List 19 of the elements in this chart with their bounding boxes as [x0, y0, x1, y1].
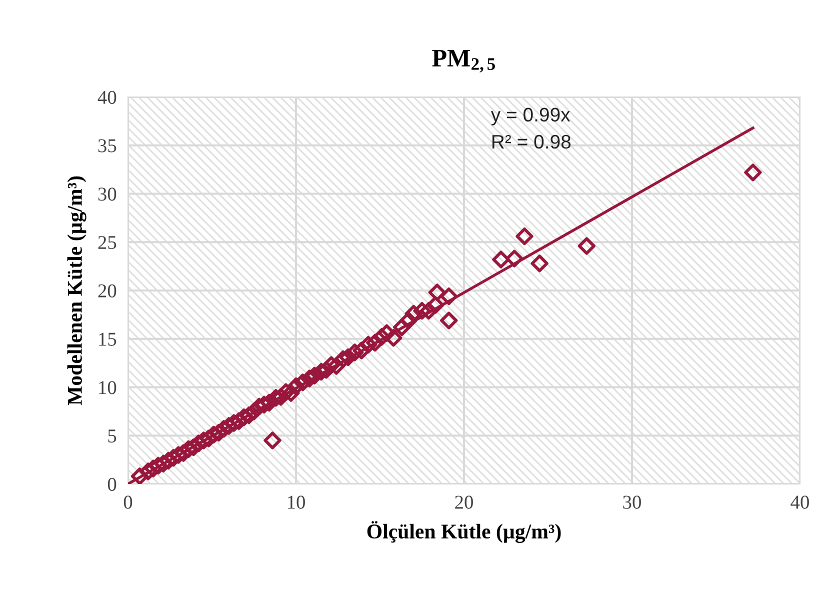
y-tick-label: 20: [98, 284, 116, 298]
y-axis-title: Modellenen Kütle (µg/m³): [67, 176, 86, 406]
x-tick-label: 0: [124, 496, 132, 509]
y-tick-label: 25: [98, 236, 116, 250]
x-axis-title: Ölçülen Kütle (µg/m³): [367, 521, 561, 543]
x-tick-label: 30: [623, 496, 641, 509]
x-tick-label: 40: [790, 496, 809, 509]
y-tick-label: 30: [98, 188, 116, 201]
y-tick-label: 10: [99, 381, 116, 394]
x-tick-label: 10: [288, 496, 305, 509]
annotation: R² = 0.98: [492, 134, 571, 149]
y-tick-label: 5: [108, 430, 116, 443]
annotation: y = 0.99x: [490, 108, 570, 126]
y-tick-label: 0: [108, 478, 116, 491]
y-tick-label: 35: [98, 139, 116, 152]
y-tick-label: 15: [99, 332, 116, 346]
x-tick-label: 20: [455, 496, 473, 509]
chart-title: PM$_{2,5}$: [432, 50, 495, 72]
y-tick-label: 40: [98, 90, 116, 104]
